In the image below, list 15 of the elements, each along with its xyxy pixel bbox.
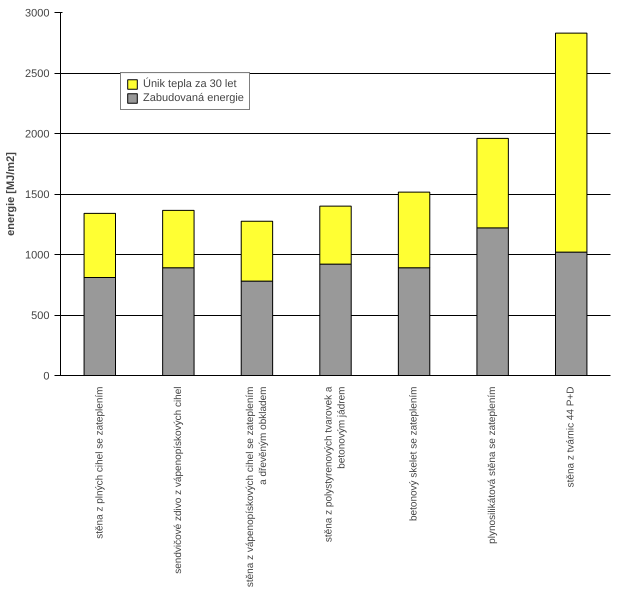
legend-label: Únik tepla za 30 let bbox=[143, 78, 237, 90]
y-tick-label: 2000 bbox=[25, 128, 50, 140]
legend-label: Zabudovaná energie bbox=[143, 92, 244, 104]
x-tick-label: plynosilikátová stěna se zateplením bbox=[487, 386, 498, 544]
y-tick-label: 1500 bbox=[25, 189, 50, 201]
x-tick-label: stěna z plných cihel se zateplením bbox=[94, 386, 106, 539]
y-tick-label: 500 bbox=[31, 310, 50, 322]
y-tick-label: 1000 bbox=[25, 250, 50, 262]
x-tick-label: stěna z tvárnic 44 P+D bbox=[566, 386, 577, 488]
y-axis-title: energie [MJ/m2] bbox=[5, 152, 18, 236]
y-tick-label: 2500 bbox=[25, 68, 50, 80]
x-tick-label: sendvičové zdivo z vápenopískových cihel bbox=[172, 386, 184, 574]
y-tick-label: 0 bbox=[43, 370, 50, 382]
x-tick-label: betonový skelet se zateplením bbox=[408, 386, 420, 522]
y-tick-label: 3000 bbox=[25, 8, 50, 20]
